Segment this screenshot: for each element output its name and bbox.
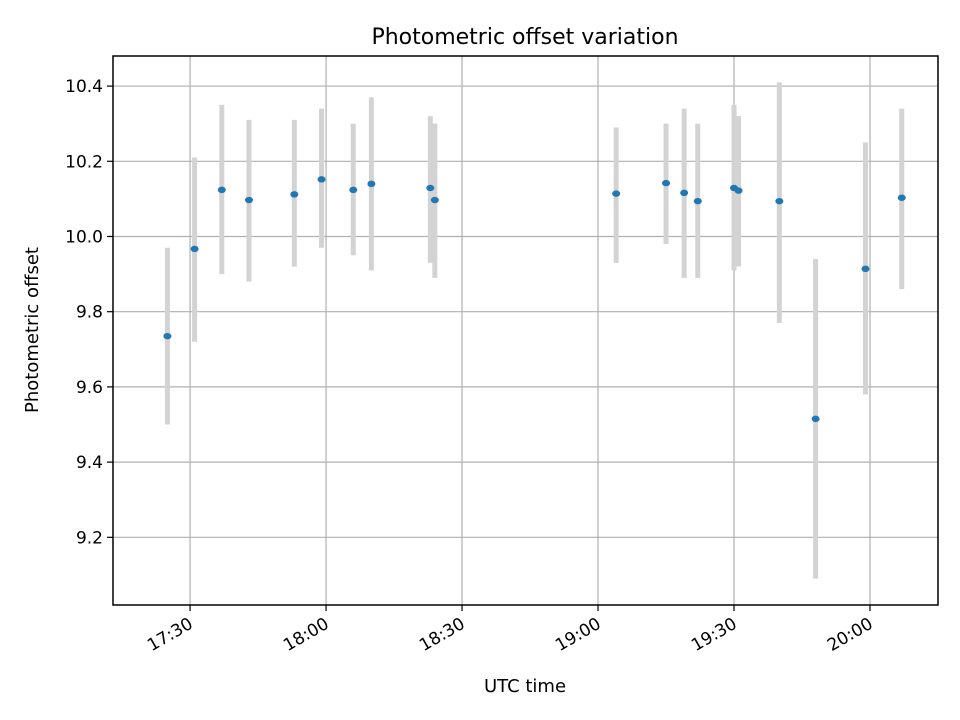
y-tick-label: 9.4 bbox=[76, 453, 103, 473]
data-point bbox=[897, 194, 906, 201]
grid-layer bbox=[113, 56, 938, 605]
data-point bbox=[317, 176, 326, 183]
chart-title: Photometric offset variation bbox=[371, 25, 678, 50]
point-layer bbox=[163, 176, 906, 423]
y-tick-label: 10.4 bbox=[65, 77, 103, 97]
y-tick-label: 10.2 bbox=[65, 152, 103, 172]
y-axis-label: Photometric offset bbox=[22, 247, 43, 413]
data-point bbox=[811, 415, 820, 423]
y-tick-label: 9.2 bbox=[76, 528, 103, 548]
data-point bbox=[430, 196, 439, 204]
data-point bbox=[734, 187, 743, 194]
data-point bbox=[693, 197, 702, 205]
data-point bbox=[662, 179, 671, 187]
data-point bbox=[290, 191, 299, 198]
data-point bbox=[190, 245, 199, 253]
y-tick-label: 9.6 bbox=[76, 378, 103, 398]
data-point bbox=[367, 180, 376, 188]
data-point bbox=[775, 197, 784, 205]
data-point bbox=[217, 186, 226, 194]
y-tick-label: 9.8 bbox=[76, 303, 103, 323]
data-point bbox=[426, 184, 435, 192]
data-point bbox=[861, 265, 870, 273]
data-point bbox=[163, 332, 172, 340]
plot-frame bbox=[112, 55, 939, 606]
y-tick-label: 10.0 bbox=[65, 227, 103, 247]
x-axis-label: UTC time bbox=[484, 676, 566, 697]
data-point bbox=[612, 190, 621, 197]
data-point bbox=[349, 186, 358, 194]
data-point bbox=[680, 189, 689, 197]
data-point bbox=[244, 196, 253, 204]
